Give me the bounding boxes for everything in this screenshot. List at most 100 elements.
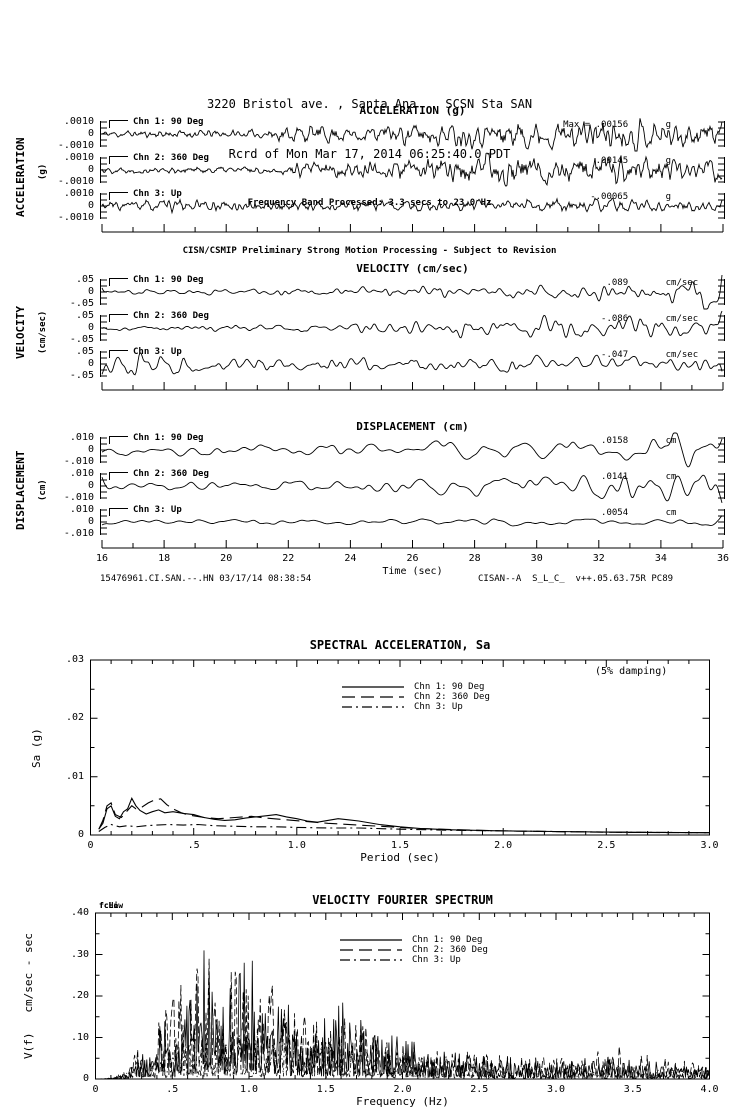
y-tick-label: .010 [69, 468, 94, 479]
y-tick-label: .010 [69, 504, 94, 515]
displacement-axis-units: (cm) [38, 479, 48, 501]
x-tick-label: 26 [406, 553, 418, 564]
damping-annotation: (5% damping) [595, 666, 668, 677]
waveform-trace [101, 515, 723, 527]
channel-label: Chn 3: Up [133, 189, 182, 199]
waveform-trace [101, 152, 723, 187]
y-axis-bracket-left [100, 437, 107, 463]
peak-unit-label: cm [666, 508, 677, 518]
legend-entry: Chn 2: 360 Deg [340, 692, 490, 702]
y-tick-label: .03 [65, 654, 84, 665]
y-tick-label: .0010 [63, 188, 94, 199]
fourier-y-axis-label: V(f) cm/sec - sec [22, 933, 35, 1059]
y-tick-label: .05 [75, 346, 94, 357]
displacement-group-title: DISPLACEMENT (cm) [356, 420, 469, 433]
y-tick-label: 0 [82, 1073, 89, 1084]
peak-value-label: .00145 [596, 156, 629, 166]
x-tick-label: 3.0 [700, 840, 718, 851]
fourier-spectrum-trace [95, 958, 710, 1080]
y-axis-bracket-right [718, 509, 725, 535]
x-tick-label: 2.0 [494, 840, 512, 851]
y-tick-label: .10 [70, 1031, 89, 1043]
legend-line-sample [342, 696, 404, 698]
x-tick-label: 1.0 [240, 1084, 258, 1095]
fourier-svg: 0 .5 1.0 1.5 2.0 2.5 3.0 3.5 4.0 Frequency (Hz) [92, 912, 719, 1108]
peak-unit-label: cm [666, 472, 677, 482]
peak-unit-label: g [666, 192, 671, 202]
spectral-acceleration-plot: SPECTRAL ACCELERATION, Sa (5% damping) 0… [66, 638, 719, 868]
y-tick-label: .20 [70, 990, 89, 1001]
peak-value-label: Max = .00156 [563, 120, 628, 130]
x-tick-label: 0 [87, 840, 93, 851]
acceleration-group-title: ACCELERATION (g) [359, 104, 466, 117]
x-tick-label: .5 [166, 1084, 178, 1095]
x-tick-label: 2.5 [597, 840, 615, 851]
legend-label: Chn 2: 360 Deg [412, 944, 488, 955]
channel-flag-tick [109, 350, 128, 358]
x-tick-label: 1.0 [288, 840, 306, 851]
legend-entry: Chn 1: 90 Deg [338, 935, 488, 945]
fc-high-marker: fcHi [99, 901, 119, 910]
legend-label: Chn 3: Up [412, 954, 461, 965]
y-axis-bracket-right [718, 121, 725, 147]
x-axis-label: Period (sec) [360, 851, 439, 864]
report-header: 3220 Bristol ave. , Santa Ana SCSN Sta S… [0, 60, 739, 294]
y-tick-label: 0 [87, 164, 94, 175]
fourier-spectrum-trace [95, 1029, 710, 1081]
velocity-axis-label: VELOCITY [14, 306, 27, 360]
y-tick-label: -.010 [63, 528, 94, 539]
y-axis-bracket-right [718, 351, 725, 377]
acceleration-traces-svg: Chn 1: 90 Deg Max = .00156 g Chn 2: 360 Deg… [100, 117, 725, 233]
y-tick-label: -.05 [69, 370, 94, 381]
channel-label: Chn 2: 360 Deg [133, 311, 209, 321]
legend-entry: Chn 3: Up [338, 955, 488, 965]
x-tick-label: 2.5 [470, 1084, 488, 1095]
x-tick-label: 18 [158, 553, 170, 564]
velocity-axis-units: (cm/sec) [38, 310, 48, 355]
y-tick-label: 0 [87, 358, 94, 369]
y-tick-label: -.010 [63, 492, 94, 503]
plot-legend: Chn 1: 90 Deg Chn 2: 360 Deg Chn 3: Up [338, 935, 488, 965]
x-tick-label: 32 [593, 553, 605, 564]
fc-low-marker: fcLow [99, 901, 124, 910]
y-tick-label: .05 [75, 310, 94, 321]
acceleration-axis-units: (g) [38, 163, 48, 181]
legend-label: Chn 2: 360 Deg [414, 691, 490, 702]
channel-label: Chn 2: 360 Deg [133, 469, 209, 479]
x-tick-label: .5 [188, 840, 200, 851]
y-tick-label: -.05 [69, 298, 94, 309]
channel-flag-tick [109, 508, 128, 516]
peak-value-label: -.00065 [590, 192, 628, 202]
waveform-trace [101, 432, 723, 468]
y-tick-label: -.05 [69, 334, 94, 345]
y-tick-label: .02 [65, 712, 84, 724]
y-axis-bracket-right [718, 193, 725, 219]
processing-code-footer: CISAN--A S_L_C_ v++.05.63.75R PC89 [478, 574, 674, 584]
y-axis-bracket-left [100, 473, 107, 499]
displacement-traces-svg: Chn 1: 90 Deg .0158 cm Chn 2: 360 Deg .0141 c… [96, 432, 729, 577]
velocity-traces-svg: Chn 1: 90 Deg .089 cm/sec Chn 2: 360 Deg -.0… [100, 274, 725, 391]
peak-unit-label: cm/sec [666, 278, 699, 288]
y-tick-label: -.0010 [57, 176, 94, 187]
acceleration-axis-label: ACCELERATION [14, 137, 27, 217]
channel-flag-tick [109, 436, 128, 444]
y-axis-bracket-right [718, 437, 725, 463]
y-axis-bracket-right [718, 157, 725, 183]
legend-label: Chn 1: 90 Deg [412, 934, 483, 945]
legend-line-sample [340, 959, 402, 961]
waveform-trace [101, 352, 723, 376]
y-tick-label: 0 [87, 516, 94, 527]
x-tick-label: 36 [717, 553, 729, 564]
peak-unit-label: g [666, 120, 671, 130]
y-axis-bracket-left [100, 121, 107, 147]
channel-label: Chn 1: 90 Deg [133, 117, 203, 127]
sa-plot-title: SPECTRAL ACCELERATION, Sa [309, 638, 491, 652]
y-tick-label: .010 [69, 432, 94, 443]
y-axis-bracket-left [100, 279, 107, 305]
y-tick-label: .0010 [63, 116, 94, 127]
peak-unit-label: cm/sec [666, 314, 699, 324]
channel-flag-tick [109, 156, 128, 164]
x-tick-label: 4.0 [700, 1084, 718, 1095]
y-tick-label: 0 [87, 286, 94, 297]
